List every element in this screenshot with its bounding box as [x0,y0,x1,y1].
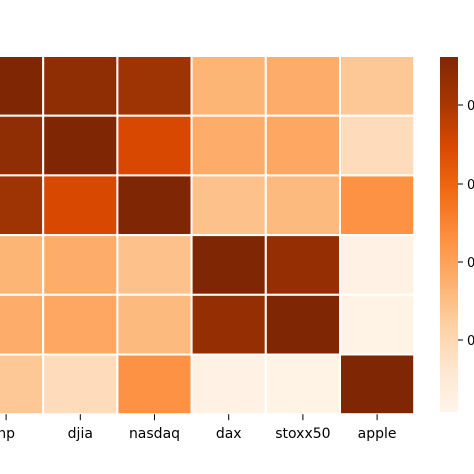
heatmap-cell-r5-c2 [116,353,193,416]
heatmap-cell-r5-c4 [264,353,341,416]
heatmap-cell-r2-c5 [339,174,416,237]
heatmap-cell-r5-c5 [339,353,416,416]
heatmap-cell-r1-c2 [116,114,193,177]
heatmap-cell-r4-c4 [264,293,341,356]
heatmap-cells [0,55,416,416]
x-tick-label: djia [68,426,93,442]
heatmap-cell-r5-c3 [190,353,267,416]
x-tick-label: apple [358,426,397,442]
heatmap-cell-r0-c0 [0,55,45,117]
colorbar-tick-label: 0 [467,178,474,193]
heatmap-cell-r1-c4 [264,114,341,177]
x-tick-label: nasdaq [129,426,180,442]
heatmap-cell-r4-c0 [0,293,45,356]
heatmap-cell-r0-c2 [116,55,193,117]
heatmap-cell-r4-c3 [190,293,267,356]
heatmap-cell-r2-c3 [190,174,267,237]
heatmap-cell-r5-c0 [0,353,45,416]
colorbar-tick-label: 0 [467,334,474,349]
colorbar: 0 0 0 0 [440,57,474,412]
heatmap-cell-r0-c5 [339,55,416,117]
heatmap-cell-r1-c1 [42,114,119,177]
heatmap-cell-r1-c0 [0,114,45,177]
heatmap-cell-r0-c3 [190,55,267,117]
heatmap-cell-r4-c1 [42,293,119,356]
heatmap-cell-r1-c3 [190,114,267,177]
heatmap-cell-r2-c4 [264,174,341,237]
heatmap-cell-r0-c4 [264,55,341,117]
x-tick-label: stoxx50 [275,426,330,442]
colorbar-tick-label: 0 [467,99,474,114]
heatmap-cell-r3-c4 [264,234,341,296]
x-tick-label: np [0,426,15,442]
heatmap-cell-r5-c1 [42,353,119,416]
heatmap-cell-r2-c1 [42,174,119,237]
colorbar-tick-label: 0 [467,256,474,271]
heatmap-cell-r3-c2 [116,234,193,296]
heatmap-cell-r2-c0 [0,174,45,237]
heatmap-cell-r3-c0 [0,234,45,296]
colorbar-gradient [440,57,458,412]
heatmap-cell-r1-c5 [339,114,416,177]
heatmap-cell-r4-c2 [116,293,193,356]
heatmap-cell-r0-c1 [42,55,119,117]
x-axis-ticks: np djia nasdaq dax stoxx50 apple [0,414,397,442]
heatmap-cell-r3-c1 [42,234,119,296]
heatmap-cell-r3-c5 [339,234,416,296]
heatmap-cell-r3-c3 [190,234,267,296]
heatmap-cell-r4-c5 [339,293,416,356]
heatmap-cell-r2-c2 [116,174,193,237]
x-tick-label: dax [216,426,242,442]
